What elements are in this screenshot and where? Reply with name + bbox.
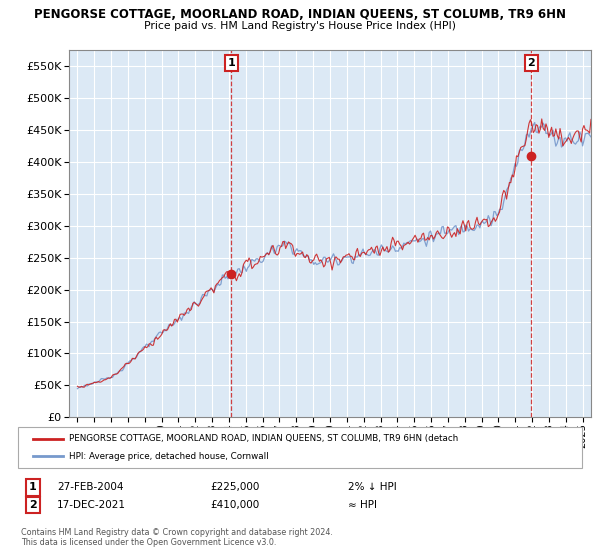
Text: 1: 1 [29,482,37,492]
Text: Price paid vs. HM Land Registry's House Price Index (HPI): Price paid vs. HM Land Registry's House … [144,21,456,31]
Text: PENGORSE COTTAGE, MOORLAND ROAD, INDIAN QUEENS, ST COLUMB, TR9 6HN: PENGORSE COTTAGE, MOORLAND ROAD, INDIAN … [34,8,566,21]
Text: 2: 2 [29,500,37,510]
Text: PENGORSE COTTAGE, MOORLAND ROAD, INDIAN QUEENS, ST COLUMB, TR9 6HN (detach: PENGORSE COTTAGE, MOORLAND ROAD, INDIAN … [69,434,458,443]
Text: £410,000: £410,000 [210,500,259,510]
Text: HPI: Average price, detached house, Cornwall: HPI: Average price, detached house, Corn… [69,452,269,461]
Text: 17-DEC-2021: 17-DEC-2021 [57,500,126,510]
Text: 2: 2 [527,58,535,68]
Text: £225,000: £225,000 [210,482,259,492]
Text: 2% ↓ HPI: 2% ↓ HPI [348,482,397,492]
Text: Contains HM Land Registry data © Crown copyright and database right 2024.
This d: Contains HM Land Registry data © Crown c… [21,528,333,547]
Text: 27-FEB-2004: 27-FEB-2004 [57,482,124,492]
Text: 1: 1 [227,58,235,68]
Text: ≈ HPI: ≈ HPI [348,500,377,510]
